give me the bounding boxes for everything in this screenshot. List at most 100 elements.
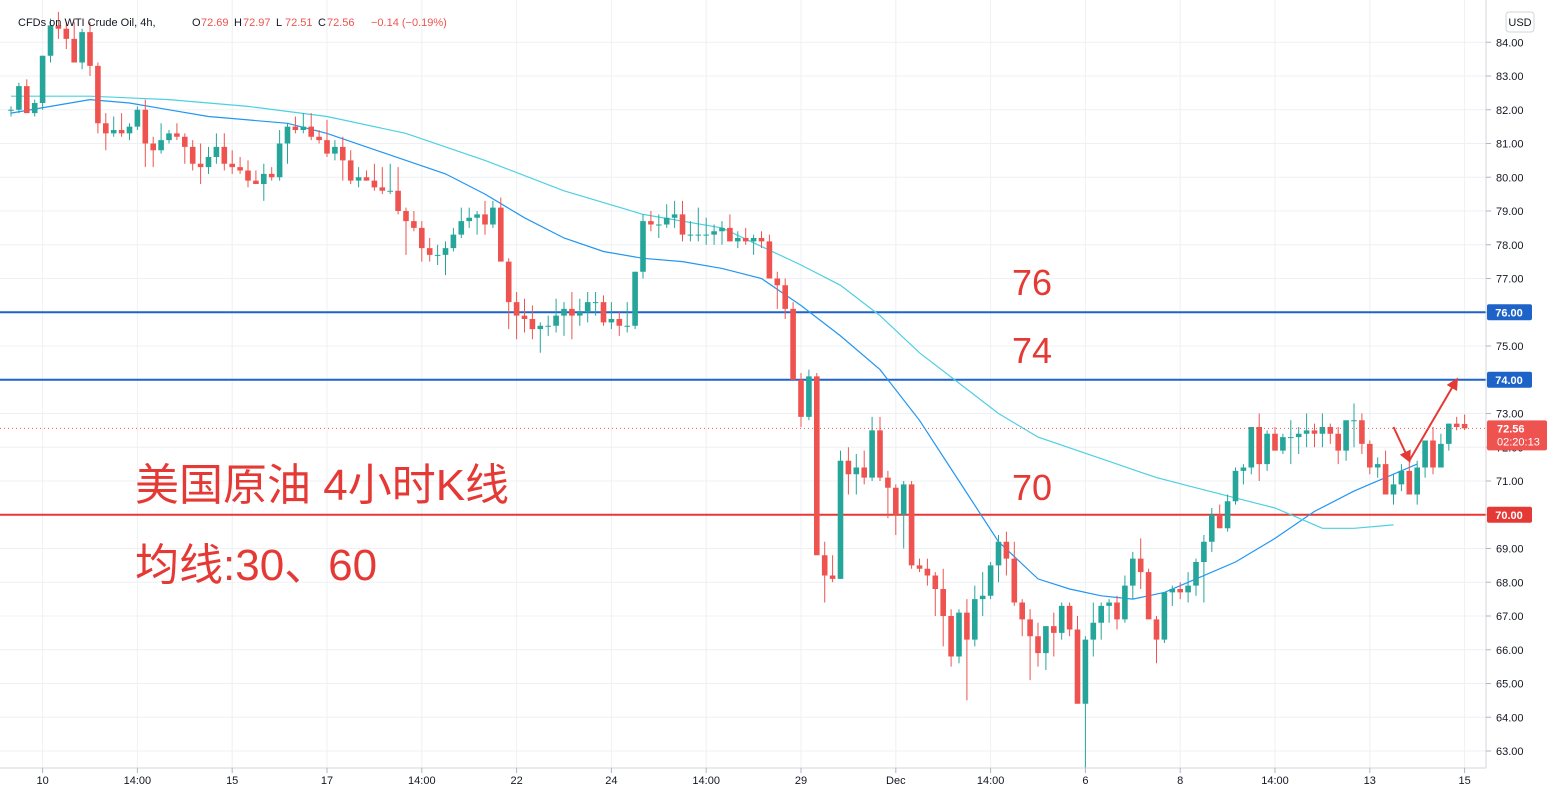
candle[interactable] [1461,414,1468,431]
candle[interactable] [276,130,283,181]
candle[interactable] [379,167,386,195]
candle[interactable] [237,157,243,174]
candle[interactable] [482,200,488,235]
candle[interactable] [908,481,915,569]
candle[interactable] [150,136,156,168]
candle[interactable] [821,541,828,603]
candle[interactable] [1074,616,1081,704]
candle[interactable] [253,170,259,185]
candle[interactable] [103,113,109,151]
candle[interactable] [608,302,615,330]
candle[interactable] [624,302,630,333]
candle[interactable] [126,123,133,141]
candle[interactable] [229,150,235,174]
candle[interactable] [324,119,330,157]
candle[interactable] [363,170,370,181]
candle[interactable] [395,167,401,215]
candle[interactable] [806,369,812,421]
candle[interactable] [1438,433,1444,468]
candle[interactable] [1280,433,1286,454]
candle[interactable] [450,227,457,252]
candle[interactable] [292,116,299,134]
candle[interactable] [505,258,512,330]
candle[interactable] [347,150,354,184]
candle[interactable] [261,163,267,201]
candle[interactable] [1406,460,1413,495]
candle[interactable] [1272,427,1278,451]
candle[interactable] [632,271,638,330]
candle[interactable] [774,271,781,309]
candle[interactable] [845,447,852,495]
candle[interactable] [1193,558,1199,596]
candle[interactable] [521,298,528,333]
candle[interactable] [735,231,741,249]
candle[interactable] [1011,541,1018,606]
candle[interactable] [221,133,228,171]
candle[interactable] [245,160,251,188]
candle[interactable] [426,238,433,262]
candle[interactable] [174,123,180,141]
candle[interactable] [1343,420,1349,461]
candle[interactable] [790,302,796,380]
candle[interactable] [600,295,607,326]
candle[interactable] [766,234,773,279]
candle[interactable] [411,211,417,232]
candle[interactable] [885,470,891,519]
candle[interactable] [1367,440,1373,475]
candle[interactable] [442,241,449,276]
candle[interactable] [1145,568,1152,620]
candle[interactable] [924,558,931,586]
candle[interactable] [197,143,204,185]
candle[interactable] [1019,599,1025,637]
candle[interactable] [95,62,101,134]
candle[interactable] [1303,413,1310,448]
candle[interactable] [1043,626,1049,670]
candle[interactable] [584,292,591,323]
candle[interactable] [79,28,85,70]
candle[interactable] [434,244,441,265]
candle[interactable] [316,130,322,144]
candle[interactable] [166,130,172,144]
candle[interactable] [1106,599,1112,623]
currency-button[interactable]: USD [1505,11,1535,33]
candle[interactable] [1082,636,1089,768]
candle[interactable] [284,123,291,164]
candle[interactable] [695,207,702,242]
candle[interactable] [569,292,575,340]
candle[interactable] [656,214,662,238]
candle[interactable] [711,224,717,245]
candle[interactable] [1327,423,1334,444]
candle[interactable] [1398,464,1405,492]
candle[interactable] [648,211,654,232]
candle[interactable] [964,599,970,701]
candle[interactable] [213,133,220,164]
candle[interactable] [900,481,907,549]
candle[interactable] [869,416,875,481]
candle[interactable] [71,22,77,63]
candle[interactable] [1003,531,1010,576]
candle[interactable] [332,140,338,161]
candle[interactable] [1311,423,1318,448]
candle[interactable] [1351,403,1357,448]
candle[interactable] [1248,427,1255,475]
candle[interactable] [1374,457,1381,478]
candle[interactable] [940,568,946,647]
candle[interactable] [577,298,583,326]
candle[interactable] [782,278,788,320]
time-axis[interactable] [0,768,1486,795]
candle[interactable] [1382,450,1389,495]
candle[interactable] [1114,595,1120,630]
candle[interactable] [31,99,38,117]
candle[interactable] [537,322,544,353]
candle[interactable] [419,221,425,262]
candle[interactable] [158,123,164,154]
candle[interactable] [1295,427,1302,454]
candle[interactable] [640,214,646,279]
candle[interactable] [1035,622,1041,667]
candle[interactable] [268,167,275,181]
candle[interactable] [561,302,567,336]
candle[interactable] [1153,616,1160,664]
candle[interactable] [340,136,346,181]
symbol-title[interactable]: CFDs on WTI Crude Oil, 4h, [18,17,156,29]
candle[interactable] [47,18,54,63]
